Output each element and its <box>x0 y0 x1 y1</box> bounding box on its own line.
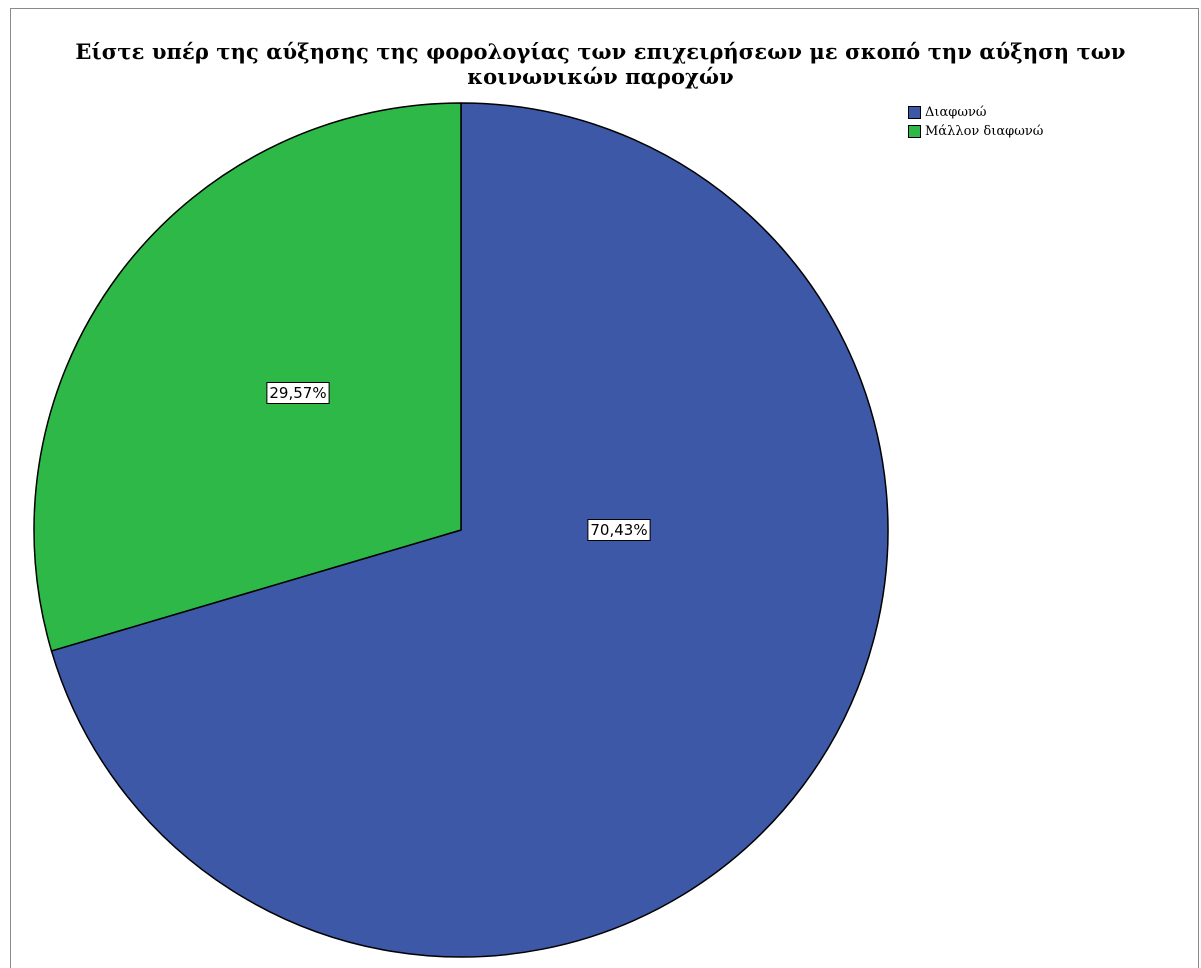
legend-swatch-mallon-diafono <box>908 125 921 138</box>
pie-value-labels: 70,43% 29,57% <box>266 382 651 541</box>
pie-slice-0 <box>50 102 889 958</box>
pie-value-label-0: 70,43% <box>587 519 651 541</box>
chart-legend: Διαφωνώ Μάλλον διαφωνώ <box>908 103 1043 141</box>
pie-slice-1 <box>33 102 462 652</box>
pie-value-label-text-0: 70,43% <box>590 521 647 539</box>
legend-item-mallon-diafono: Μάλλον διαφωνώ <box>908 122 1043 141</box>
pie-value-label-1: 29,57% <box>266 382 330 404</box>
pie-slices <box>33 102 889 958</box>
legend-swatch-diafono <box>908 106 921 119</box>
pie-value-label-box-1 <box>266 382 330 404</box>
pie-value-label-text-1: 29,57% <box>269 384 326 402</box>
pie-value-label-box-0 <box>587 519 651 541</box>
legend-label-diafono: Διαφωνώ <box>925 105 987 120</box>
legend-item-diafono: Διαφωνώ <box>908 103 1043 122</box>
chart-title: Είστε υπέρ της αύξησης της φορολογίας τω… <box>75 39 1126 89</box>
legend-label-mallon-diafono: Μάλλον διαφωνώ <box>925 124 1044 139</box>
